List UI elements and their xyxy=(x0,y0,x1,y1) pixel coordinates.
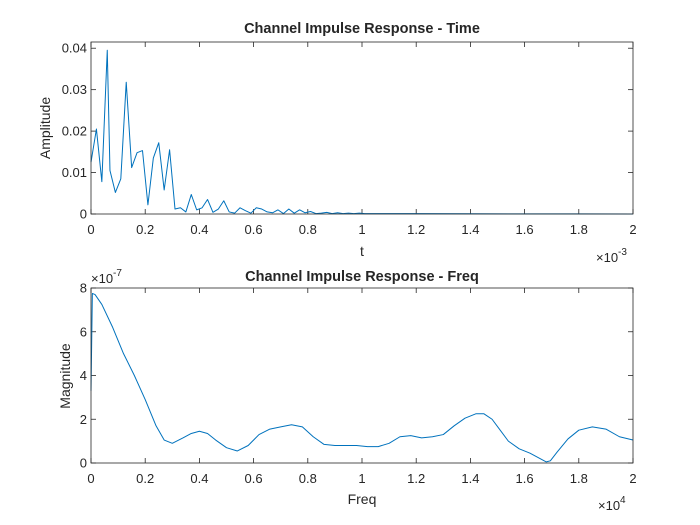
y-tick-label: 2 xyxy=(80,412,87,427)
y-tick-label: 0.03 xyxy=(62,82,87,97)
y-axis-label-time: Amplitude xyxy=(37,97,53,159)
y-tick-label: 4 xyxy=(80,368,87,383)
x-tick-label: 0.4 xyxy=(190,222,208,237)
series-time xyxy=(90,49,634,215)
y-tick-label: 0 xyxy=(80,207,87,222)
x-tick-label: 1.4 xyxy=(461,222,479,237)
chart-title-time: Channel Impulse Response - Time xyxy=(244,21,480,37)
ticks-freq: 0 0.2 0.4 0.6 0.8 1 1.2 1.4 1.6 1.8 2 0 2 4 6 8 xyxy=(80,281,637,487)
x-tick-label: 1 xyxy=(358,471,365,486)
x-tick-label: 2 xyxy=(629,471,636,486)
axes-box-time xyxy=(90,41,634,215)
axes-box-freq xyxy=(90,287,634,464)
x-exponent-power-freq: 4 xyxy=(620,495,626,506)
x-exponent-time: ×10 -3 xyxy=(596,247,627,265)
x-tick-label: 0.2 xyxy=(136,471,154,486)
x-tick-label: 0.2 xyxy=(136,222,154,237)
x-axis-label-time: t xyxy=(360,243,364,259)
y-tick-label: 0.01 xyxy=(62,165,87,180)
x-tick-label: 2 xyxy=(629,222,636,237)
x-tick-label: 1.4 xyxy=(461,471,479,486)
x-tick-label: 1.2 xyxy=(407,471,425,486)
chart-title-freq: Channel Impulse Response - Freq xyxy=(245,269,479,285)
y-tick-label: 0.04 xyxy=(62,41,87,56)
x-exponent-base-time: ×10 xyxy=(596,250,618,265)
x-tick-label: 0.6 xyxy=(245,222,263,237)
y-tick-label: 0.02 xyxy=(62,124,87,139)
x-tick-label: 0 xyxy=(87,471,94,486)
x-exponent-power-time: -3 xyxy=(618,247,627,258)
series-line xyxy=(90,49,634,215)
series-freq xyxy=(90,292,634,463)
plot-area-time xyxy=(91,42,633,214)
y-exponent-freq: ×10 -7 xyxy=(91,268,122,286)
x-tick-label: 0.4 xyxy=(190,471,208,486)
x-exponent-freq: ×10 4 xyxy=(598,495,626,513)
x-tick-label: 0.6 xyxy=(245,471,263,486)
panel-freq: Channel Impulse Response - Freq Freq Mag… xyxy=(57,268,637,513)
y-tick-label: 8 xyxy=(80,281,87,296)
x-tick-label: 0.8 xyxy=(299,222,317,237)
series-line xyxy=(90,292,634,463)
y-tick-label: 0 xyxy=(80,456,87,471)
x-tick-label: 1.6 xyxy=(516,471,534,486)
x-tick-label: 1.8 xyxy=(570,471,588,486)
y-exponent-base-freq: ×10 xyxy=(91,271,113,286)
x-tick-label: 1.2 xyxy=(407,222,425,237)
x-exponent-base-freq: ×10 xyxy=(598,498,620,513)
y-exponent-power-freq: -7 xyxy=(113,268,122,279)
y-axis-label-freq: Magnitude xyxy=(57,343,73,409)
x-tick-label: 1.6 xyxy=(516,222,534,237)
ticks-time: 0 0.2 0.4 0.6 0.8 1 1.2 1.4 1.6 1.8 2 0 0.01 0.02 0.03… xyxy=(62,41,637,237)
x-tick-label: 0.8 xyxy=(299,471,317,486)
x-tick-label: 0 xyxy=(87,222,94,237)
x-tick-label: 1.8 xyxy=(570,222,588,237)
x-axis-label-freq: Freq xyxy=(348,491,377,507)
panel-time: Channel Impulse Response - Time t Amplit… xyxy=(37,21,637,265)
y-tick-label: 6 xyxy=(80,324,87,339)
x-tick-label: 1 xyxy=(358,222,365,237)
plot-area-freq xyxy=(91,288,633,463)
